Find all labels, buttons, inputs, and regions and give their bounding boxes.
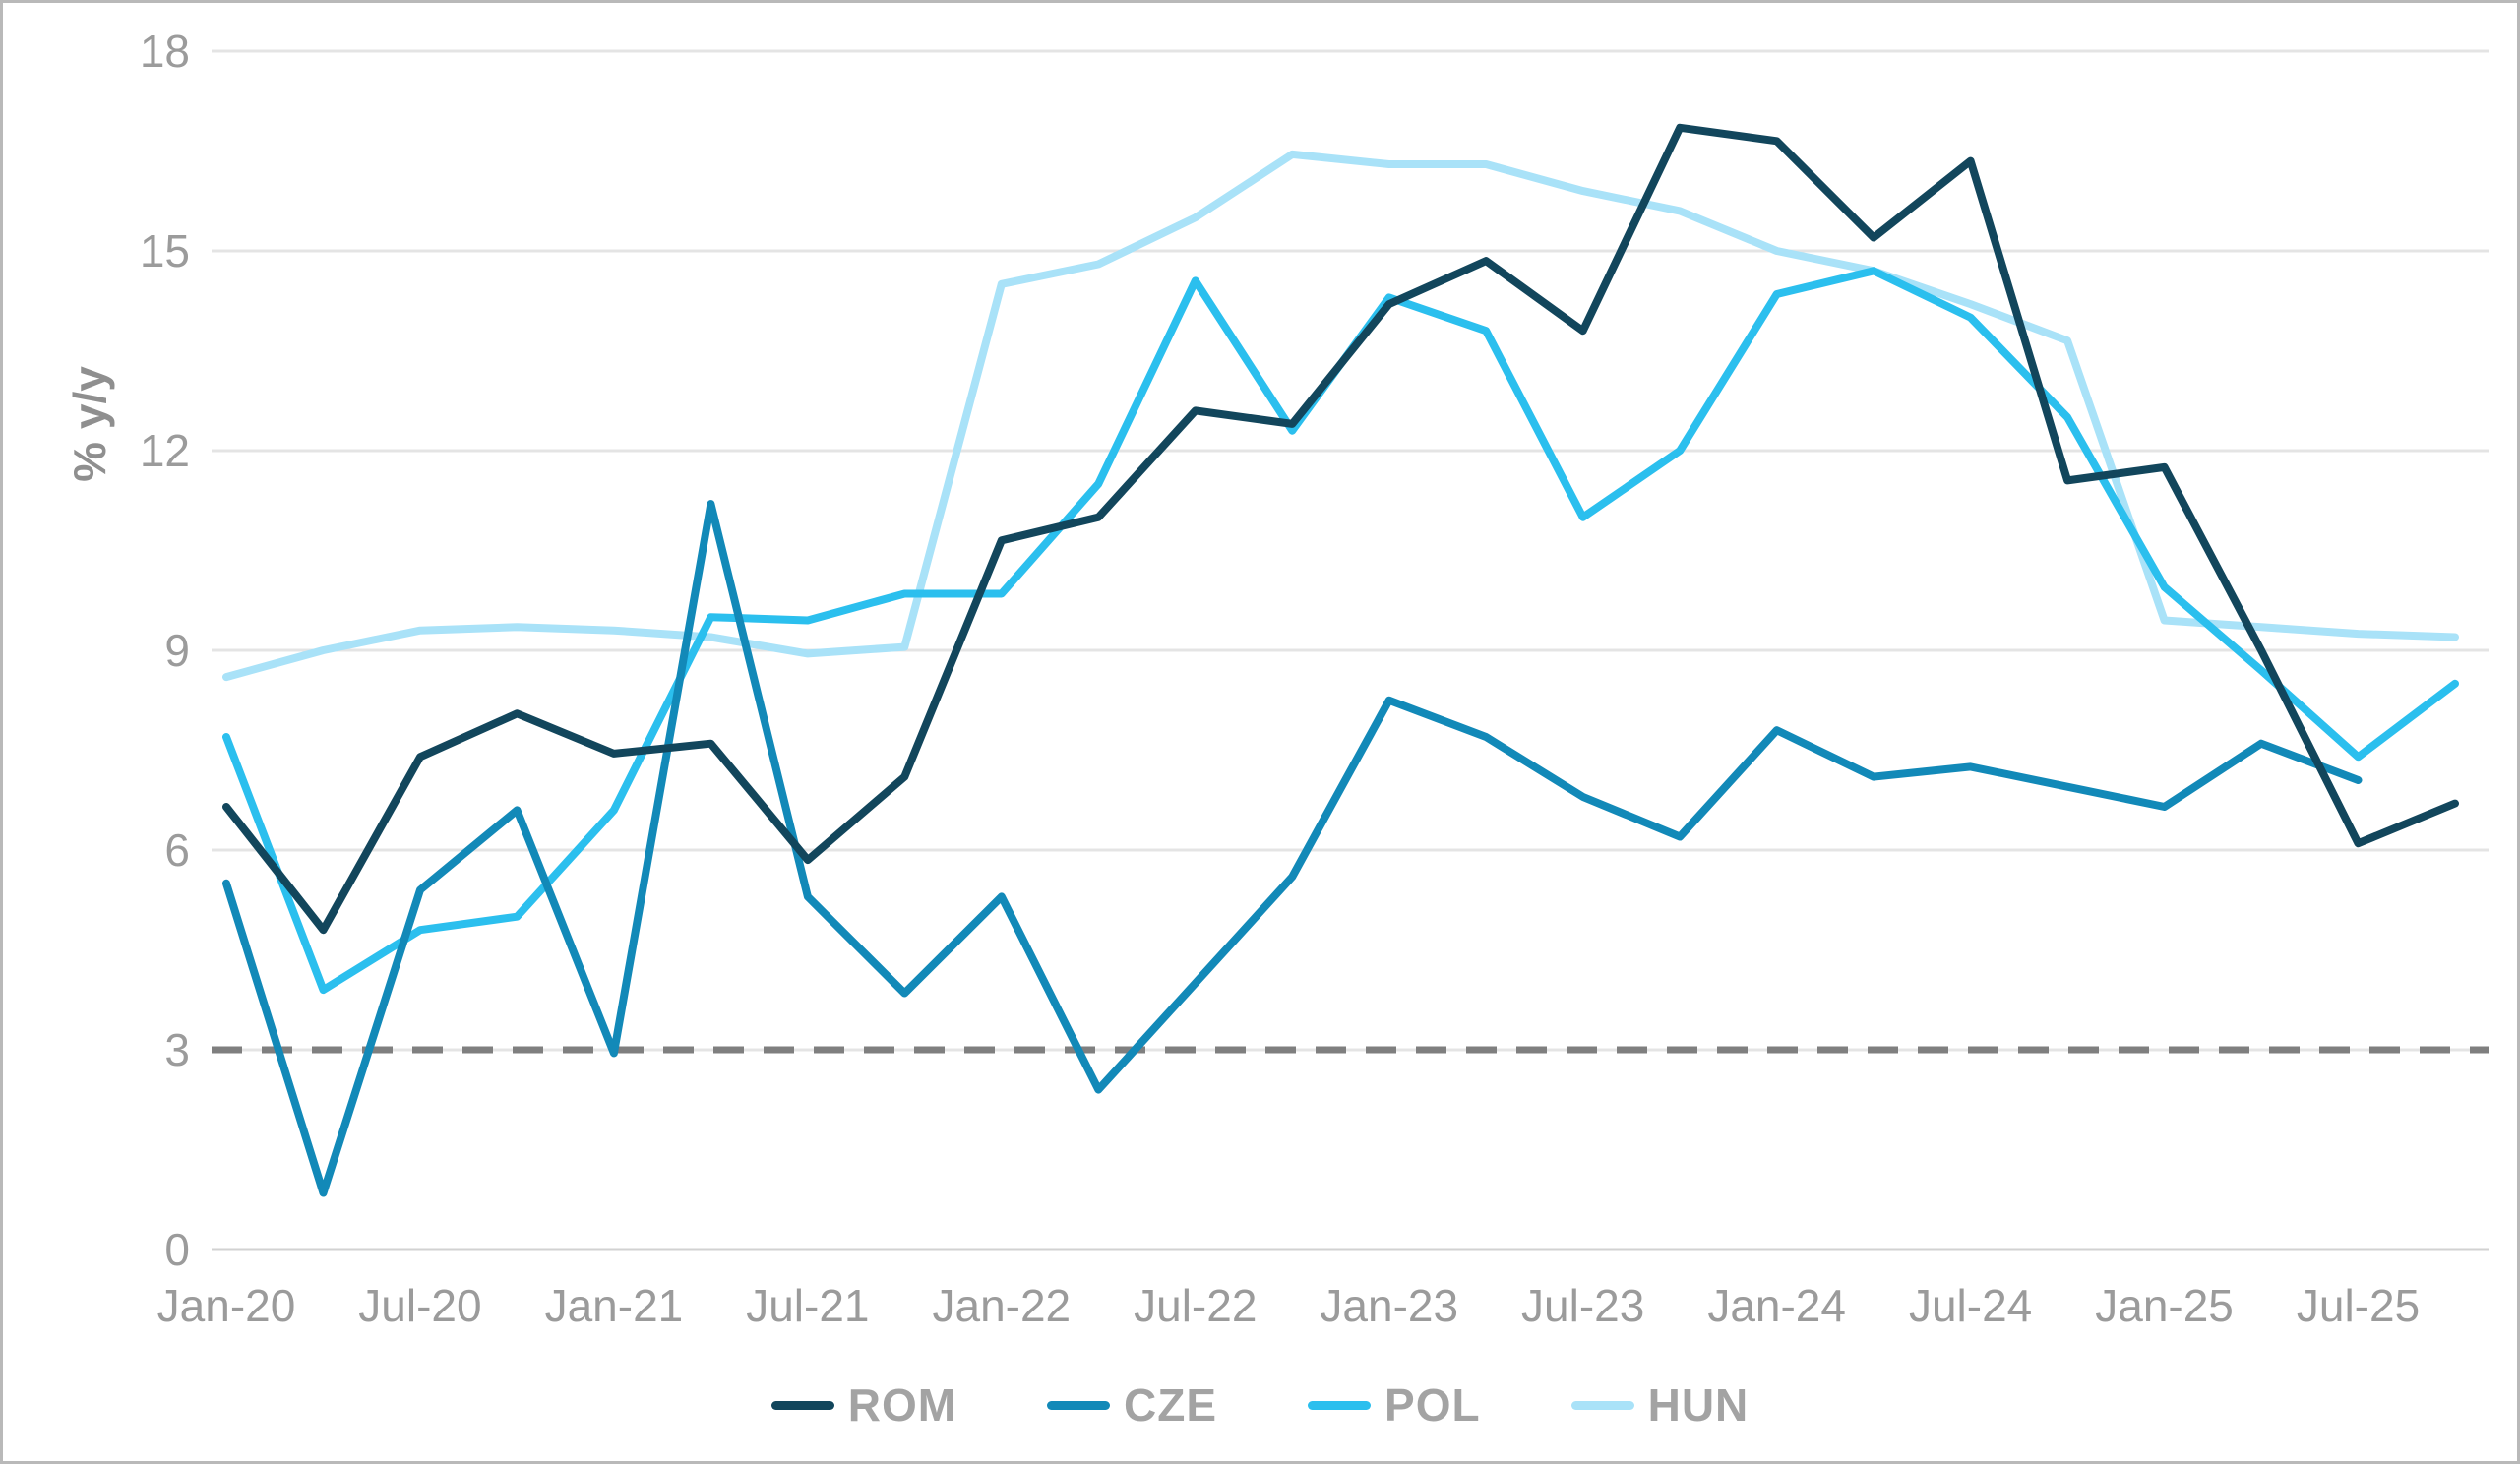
legend-swatch-rom bbox=[770, 1400, 834, 1410]
y-tick-label: 3 bbox=[164, 1024, 190, 1075]
y-tick-label: 0 bbox=[164, 1224, 190, 1275]
legend-item-hun: HUN bbox=[1570, 1378, 1750, 1432]
legend-label: POL bbox=[1384, 1379, 1481, 1431]
x-tick-label: Jan-20 bbox=[157, 1280, 296, 1331]
x-tick-label: Jan-22 bbox=[932, 1280, 1071, 1331]
line-chart-plot: 0 3 6 9 12 15 18 Jan-20 Jul-20 Jan-21 Jul-21 Jan-22… bbox=[140, 26, 2489, 1331]
legend-label: CZE bbox=[1124, 1379, 1218, 1431]
legend-label: ROM bbox=[847, 1379, 957, 1431]
legend-item-rom: ROM bbox=[770, 1378, 957, 1432]
legend-swatch-cze bbox=[1047, 1400, 1111, 1410]
x-tick-label: Jul-22 bbox=[1134, 1280, 1257, 1331]
series-line-cze bbox=[222, 500, 2363, 1197]
x-tick-label: Jan-24 bbox=[1707, 1280, 1846, 1331]
y-tick-label: 6 bbox=[164, 824, 190, 876]
series-line-rom bbox=[222, 123, 2459, 935]
x-tick-label: Jul-21 bbox=[746, 1280, 869, 1331]
x-tick-label: Jul-25 bbox=[2297, 1280, 2420, 1331]
chart-legend: ROM CZE POL HUN bbox=[3, 1378, 2517, 1432]
legend-item-cze: CZE bbox=[1047, 1378, 1217, 1432]
y-tick-label: 12 bbox=[140, 425, 190, 476]
x-tick-label: Jul-20 bbox=[358, 1280, 481, 1331]
legend-swatch-hun bbox=[1570, 1400, 1634, 1410]
legend-item-pol: POL bbox=[1308, 1378, 1481, 1432]
x-tick-label: Jan-23 bbox=[1320, 1280, 1458, 1331]
y-axis-title: % y/y bbox=[64, 366, 115, 482]
y-tick-label: 9 bbox=[164, 625, 190, 676]
series-line-hun bbox=[222, 150, 2459, 682]
legend-label: HUN bbox=[1647, 1379, 1750, 1431]
x-tick-label: Jan-21 bbox=[545, 1280, 684, 1331]
x-tick-label: Jul-23 bbox=[1521, 1280, 1644, 1331]
y-tick-label: 18 bbox=[140, 26, 190, 77]
y-tick-label: 15 bbox=[140, 225, 190, 276]
x-tick-label: Jan-25 bbox=[2095, 1280, 2234, 1331]
x-tick-label: Jul-24 bbox=[1909, 1280, 2032, 1331]
legend-swatch-pol bbox=[1308, 1400, 1372, 1410]
